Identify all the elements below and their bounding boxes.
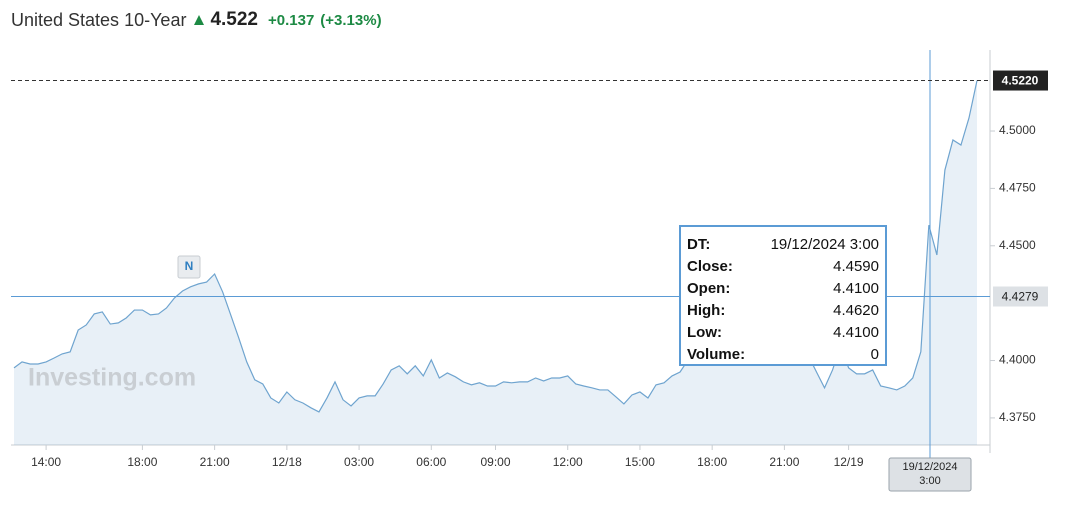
change: +0.137 bbox=[268, 11, 315, 29]
tooltip: DT: 19/12/2024 3:00 Close: 4.4590 Open: 4.410… bbox=[679, 225, 887, 366]
x-tick-label: 21:00 bbox=[200, 455, 230, 469]
x-tick-label: 12:00 bbox=[553, 455, 583, 469]
y-tick-label: 4.4000 bbox=[999, 353, 1036, 367]
tooltip-row: High: 4.4620 bbox=[687, 299, 879, 321]
y-tick-label: 4.4500 bbox=[999, 238, 1036, 252]
last-price-box bbox=[993, 70, 1048, 91]
tooltip-key: Close: bbox=[687, 257, 733, 275]
y-tick-label: 4.4750 bbox=[999, 181, 1036, 195]
plot-area: 4.3750 4.4000 4.4500 4.4750 4.5000 14:00 18:00… bbox=[11, 50, 1036, 469]
price: 4.522 bbox=[210, 9, 258, 30]
x-tick-label: 14:00 bbox=[31, 455, 61, 469]
crosshair-y-box bbox=[993, 286, 1048, 307]
crosshair-x-box bbox=[888, 457, 972, 492]
x-tick-label: 09:00 bbox=[480, 455, 510, 469]
tooltip-row: Volume: 0 bbox=[687, 343, 879, 365]
up-arrow bbox=[194, 15, 205, 25]
news-marker-box[interactable] bbox=[177, 255, 201, 279]
tooltip-row: Close: 4.4590 bbox=[687, 255, 879, 277]
tooltip-key: DT: bbox=[687, 235, 711, 253]
x-tick-label: 15:00 bbox=[625, 455, 655, 469]
tooltip-value: 4.4590 bbox=[833, 257, 879, 275]
instrument-title: United States 10-Year bbox=[11, 9, 187, 30]
x-tick-label: 12/18 bbox=[272, 455, 302, 469]
crosshair-x-wrap: 19/12/2024 3:00 bbox=[902, 461, 958, 487]
tooltip-key: High: bbox=[687, 301, 726, 319]
price-line bbox=[13, 80, 978, 413]
news-marker[interactable]: N bbox=[185, 259, 194, 273]
x-tick-label: 03:00 bbox=[344, 455, 374, 469]
tooltip-row: Open: 4.4100 bbox=[687, 277, 879, 299]
x-tick-label: 18:00 bbox=[697, 455, 727, 469]
y-tick-label: 4.3750 bbox=[999, 410, 1036, 424]
crosshair-x-label: 19/12/2024 3:00 bbox=[902, 461, 958, 487]
tooltip-key: Low: bbox=[687, 323, 722, 341]
tooltip-row: Low: 4.4100 bbox=[687, 321, 879, 343]
x-tick-label: 12/19 bbox=[834, 455, 864, 469]
x-tick-label: 21:00 bbox=[769, 455, 799, 469]
area-fill bbox=[14, 80, 977, 445]
tooltip-row: DT: 19/12/2024 3:00 bbox=[687, 233, 879, 255]
tooltip-value: 0 bbox=[870, 345, 879, 363]
x-tick-label: 06:00 bbox=[416, 455, 446, 469]
tooltip-value: 4.4100 bbox=[833, 279, 879, 297]
crosshair-y-label: 4.4279 bbox=[1002, 290, 1039, 304]
y-tick-label: 4.5000 bbox=[999, 123, 1036, 137]
tooltip-value: 19/12/2024 3:00 bbox=[770, 235, 879, 253]
tooltip-key: Volume: bbox=[687, 345, 746, 363]
tooltip-value: 4.4100 bbox=[833, 323, 879, 341]
watermark: Investing.com bbox=[28, 364, 196, 392]
change-percent: (+3.13%) bbox=[320, 11, 382, 29]
x-tick-label: 18:00 bbox=[127, 455, 157, 469]
last-price-label: 4.5220 bbox=[1002, 74, 1039, 88]
tooltip-key: Open: bbox=[687, 279, 731, 297]
tooltip-value: 4.4620 bbox=[833, 301, 879, 319]
header: United States 10-Year 4.522 +0.137 (+3.1… bbox=[11, 8, 382, 32]
